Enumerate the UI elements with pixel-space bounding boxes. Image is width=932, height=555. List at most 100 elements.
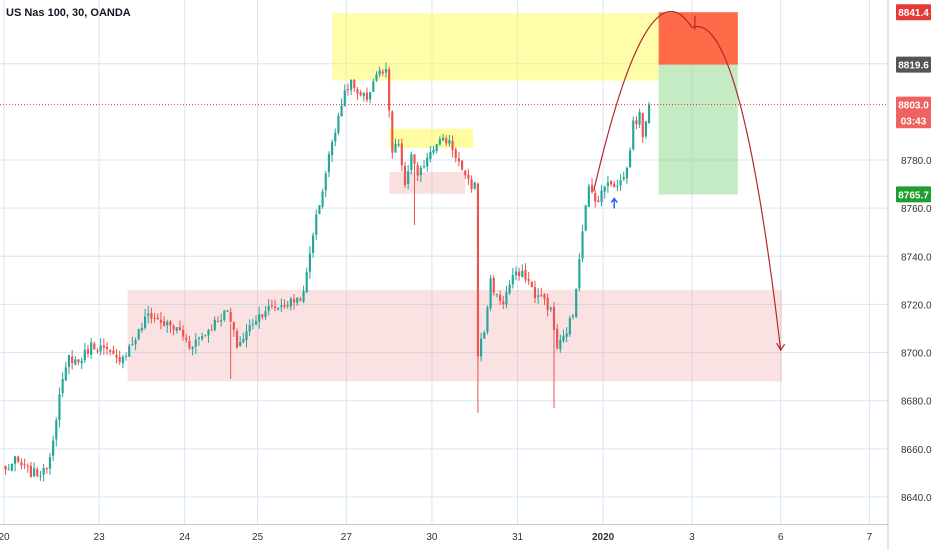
candle-body	[140, 327, 143, 331]
candle	[197, 336, 201, 346]
candle-body	[191, 346, 194, 349]
candle-body	[511, 275, 514, 285]
candle-body	[175, 327, 178, 331]
candle	[121, 354, 124, 369]
candle	[384, 62, 388, 78]
candle	[52, 435, 55, 462]
candle-body	[486, 307, 489, 332]
candle	[518, 267, 521, 281]
candle	[571, 313, 575, 320]
candle-body	[416, 165, 419, 176]
candle-body	[435, 144, 438, 151]
candle	[150, 307, 153, 324]
candle-body	[292, 299, 296, 303]
candle-body	[166, 321, 169, 326]
candle-body	[426, 157, 429, 167]
candle-body	[48, 457, 52, 469]
candle	[229, 307, 232, 323]
candle-body	[311, 235, 315, 253]
candle	[568, 315, 571, 337]
zones	[127, 12, 783, 382]
candle	[638, 108, 641, 129]
target-zone	[658, 64, 738, 195]
candle-body	[137, 329, 140, 339]
candle-body	[508, 284, 511, 294]
candle	[143, 308, 147, 330]
candle-body	[457, 158, 460, 162]
candle-body	[648, 104, 651, 123]
candle-body	[372, 81, 375, 92]
candle-body	[562, 335, 565, 341]
candle	[609, 179, 613, 187]
candle-body	[39, 475, 42, 477]
candle	[131, 336, 134, 346]
candle	[372, 78, 375, 92]
buy-arrow-icon	[610, 197, 618, 209]
candle-body	[622, 177, 625, 180]
candle	[83, 342, 86, 363]
candle	[590, 178, 594, 194]
candle-body	[489, 278, 492, 309]
candle	[476, 182, 479, 363]
candle-body	[17, 456, 20, 462]
candle-body	[429, 151, 432, 160]
candle-body	[619, 180, 622, 186]
candle	[153, 312, 156, 323]
candle-body	[71, 356, 74, 364]
x-tick-label: 2020	[592, 532, 615, 543]
x-tick-label: 6	[778, 532, 784, 543]
candle-body	[467, 174, 470, 179]
candle-body	[403, 165, 407, 186]
candle-body	[625, 168, 628, 179]
candle	[530, 281, 533, 288]
candle-body	[251, 323, 254, 325]
candle	[242, 332, 245, 344]
candle	[207, 328, 210, 343]
candle	[182, 325, 185, 341]
candle	[191, 346, 194, 356]
candle-body	[185, 337, 188, 340]
candle-body	[270, 304, 273, 306]
candle	[635, 116, 638, 130]
candle	[426, 152, 429, 172]
candle	[419, 165, 422, 183]
candle-body	[375, 74, 378, 81]
price-tag-bg	[896, 186, 931, 203]
candle	[619, 174, 622, 191]
candle	[299, 296, 302, 302]
candle-body	[419, 167, 422, 175]
candle	[438, 136, 441, 146]
candle	[644, 120, 648, 139]
candle	[42, 464, 45, 482]
candle-body	[207, 330, 210, 336]
candle-body	[131, 344, 134, 346]
candle	[273, 299, 277, 312]
candle-body	[52, 440, 55, 456]
candle	[324, 171, 327, 198]
candle	[210, 324, 213, 331]
candle	[457, 151, 460, 167]
candle-body	[644, 121, 648, 137]
x-tick-label: 27	[341, 532, 353, 543]
candle-body	[216, 320, 220, 322]
candle-body	[318, 205, 321, 214]
candle	[578, 253, 581, 292]
candle	[102, 338, 105, 356]
candle-body	[121, 356, 124, 364]
candle-body	[609, 181, 613, 185]
candle	[502, 295, 505, 310]
demand-zone	[127, 289, 783, 382]
candle	[178, 320, 182, 332]
candle	[188, 335, 191, 351]
candle	[315, 209, 318, 241]
candle	[381, 68, 384, 77]
candle-body	[584, 205, 587, 231]
candle	[321, 188, 324, 209]
candle	[261, 313, 264, 320]
candle	[308, 246, 311, 279]
candle-body	[143, 316, 147, 328]
candle-body	[204, 335, 207, 337]
candle	[403, 162, 407, 188]
